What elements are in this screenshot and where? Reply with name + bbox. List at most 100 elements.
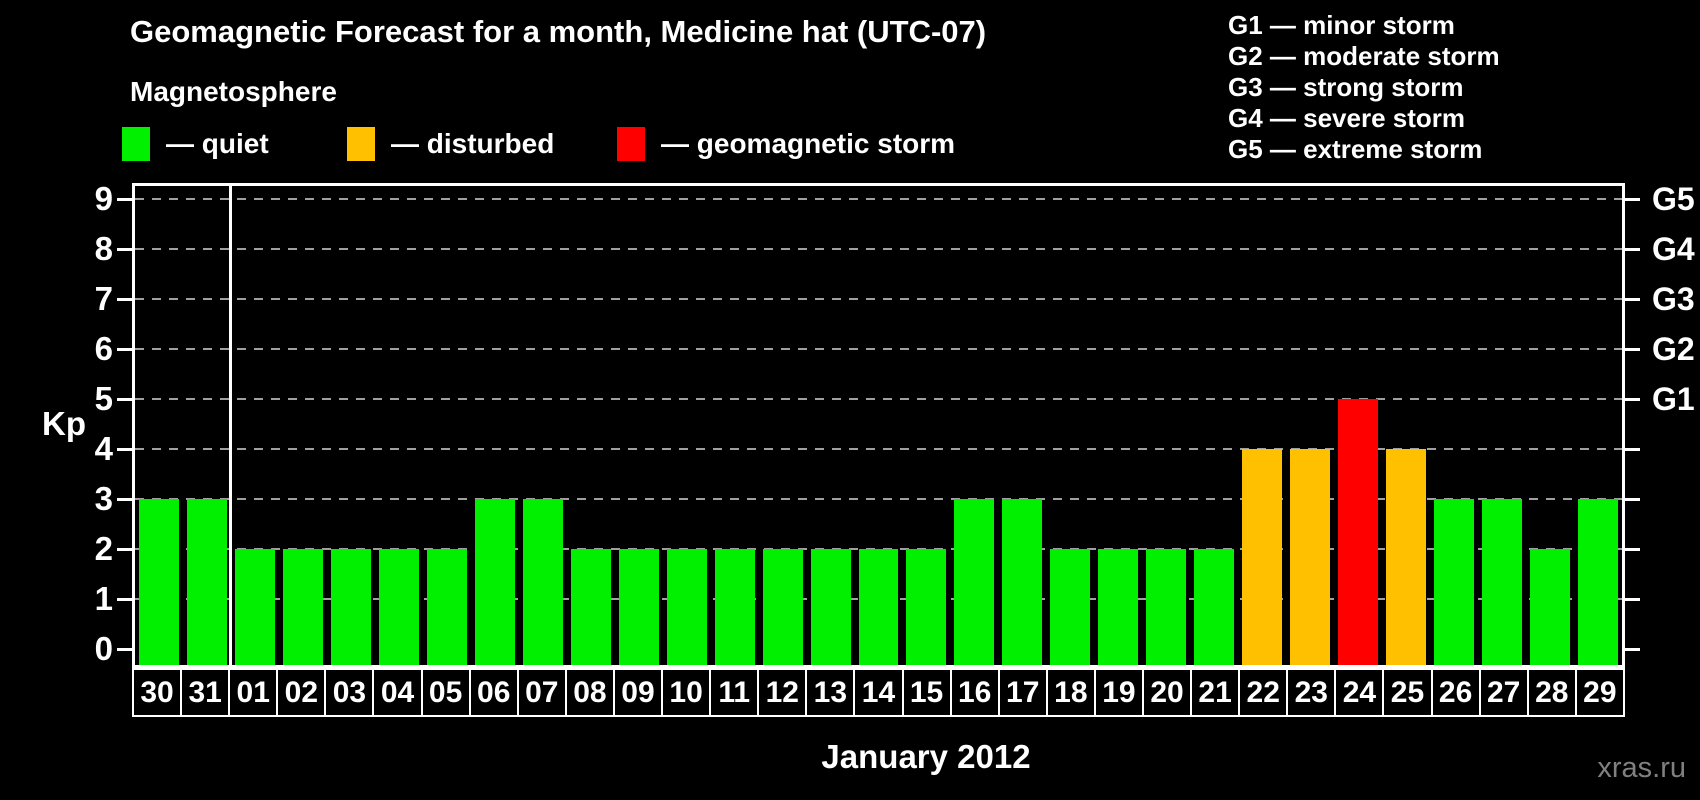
g-scale-legend: G1 — minor storm G2 — moderate storm G3 — … — [1228, 10, 1500, 165]
kp-tick-9 — [117, 197, 132, 201]
bar-day-11 — [714, 549, 755, 665]
bar-day-02 — [282, 549, 323, 665]
bar-day-21 — [1194, 549, 1235, 665]
day-label-19: 19 — [1096, 670, 1144, 715]
day-label-30: 30 — [134, 670, 183, 715]
bar-day-08 — [570, 549, 611, 665]
month-separator — [229, 186, 233, 665]
kp-tick-label-0: 0 — [94, 630, 113, 667]
g-scale-legend-line: G3 — strong storm — [1228, 72, 1464, 102]
gridline-kp-4 — [135, 448, 1622, 450]
day-label-03: 03 — [326, 670, 375, 715]
chart-title: Geomagnetic Forecast for a month, Medici… — [130, 14, 987, 49]
day-label-31: 31 — [182, 670, 231, 715]
g-tick-label-G1: G1 — [1652, 381, 1695, 417]
right-tick-kp-0 — [1625, 647, 1640, 651]
day-label-22: 22 — [1240, 670, 1289, 715]
day-label-16: 16 — [952, 670, 1000, 715]
right-tick-kp-7 — [1625, 297, 1640, 301]
g-tick-label-G2: G2 — [1652, 331, 1695, 367]
day-label-08: 08 — [567, 670, 615, 715]
kp-tick-4 — [117, 447, 132, 451]
kp-tick-6 — [117, 347, 132, 351]
disturbed-color-swatch-icon — [347, 127, 375, 161]
day-label-24: 24 — [1336, 670, 1385, 715]
day-label-10: 10 — [663, 670, 712, 715]
day-label-20: 20 — [1144, 670, 1193, 715]
bar-day-03 — [330, 549, 371, 665]
day-label-11: 11 — [711, 670, 760, 715]
bar-day-12 — [762, 549, 803, 665]
day-label-25: 25 — [1384, 670, 1433, 715]
bar-day-15 — [906, 549, 947, 665]
bar-day-18 — [1050, 549, 1091, 665]
bar-day-31 — [186, 499, 227, 665]
gridline-kp-9 — [135, 198, 1622, 200]
g-tick-label-G4: G4 — [1652, 231, 1695, 267]
storm-color-swatch-icon — [617, 127, 645, 161]
bar-day-09 — [618, 549, 659, 665]
g-scale-legend-line: G1 — minor storm — [1228, 10, 1455, 40]
bar-day-20 — [1146, 549, 1187, 665]
day-label-13: 13 — [807, 670, 856, 715]
day-label-17: 17 — [1000, 670, 1048, 715]
bar-day-01 — [234, 549, 275, 665]
day-label-row: 30 31 01 02 03 04 05 06 07 08 09 10 11 12 13 14 15 16 17 18… — [132, 668, 1625, 717]
kp-tick-label-4: 4 — [94, 430, 113, 467]
right-tick-kp-1 — [1625, 597, 1640, 601]
day-label-29: 29 — [1583, 675, 1617, 709]
kp-tick-label-2: 2 — [94, 530, 113, 567]
bar-day-24 — [1338, 399, 1379, 665]
bar-day-04 — [378, 549, 419, 665]
bar-day-19 — [1098, 549, 1139, 665]
bar-day-26 — [1434, 499, 1475, 665]
x-axis-title: January 2012 — [821, 738, 1031, 775]
gridline-kp-8 — [135, 248, 1622, 250]
kp-tick-1 — [117, 597, 132, 601]
bar-day-10 — [666, 549, 707, 665]
day-label-12: 12 — [759, 670, 808, 715]
day-label-23: 23 — [1288, 670, 1337, 715]
gridline-kp-3 — [135, 498, 1622, 500]
day-label-01: 01 — [230, 670, 279, 715]
day-label-28: 28 — [1529, 670, 1577, 715]
g-scale-legend-line: G2 — moderate storm — [1228, 41, 1500, 71]
right-tick-kp-5 — [1625, 397, 1640, 401]
watermark: xras.ru — [1597, 752, 1686, 784]
bar-day-27 — [1482, 499, 1523, 665]
day-label-18: 18 — [1048, 670, 1096, 715]
kp-tick-label-8: 8 — [94, 230, 113, 267]
legend-label-disturbed: — disturbed — [391, 128, 555, 159]
magnetosphere-label: Magnetosphere — [130, 76, 337, 107]
y-axis-title: Kp — [42, 405, 86, 442]
bar-day-16 — [954, 499, 995, 665]
kp-tick-5 — [117, 397, 132, 401]
bar-day-23 — [1290, 449, 1331, 665]
day-label-07: 07 — [519, 670, 567, 715]
right-tick-kp-2 — [1625, 547, 1640, 551]
day-label-09: 09 — [615, 670, 664, 715]
g-scale-legend-line: G5 — extreme storm — [1228, 134, 1483, 164]
bar-day-29 — [1578, 499, 1618, 665]
kp-tick-3 — [117, 497, 132, 501]
right-tick-kp-8 — [1625, 247, 1640, 251]
g-tick-label-G5: G5 — [1652, 181, 1695, 217]
bar-day-13 — [810, 549, 851, 665]
day-label-26: 26 — [1433, 670, 1481, 715]
legend-item-storm: — geomagnetic storm — [617, 126, 955, 162]
bar-day-25 — [1386, 449, 1427, 665]
plot-area — [135, 186, 1622, 665]
kp-tick-label-5: 5 — [94, 380, 113, 417]
gridline-kp-6 — [135, 348, 1622, 350]
day-label-04: 04 — [374, 670, 423, 715]
g-tick-label-G3: G3 — [1652, 281, 1695, 317]
kp-tick-label-6: 6 — [94, 330, 113, 367]
bar-day-05 — [426, 549, 467, 665]
kp-tick-8 — [117, 247, 132, 251]
legend-item-disturbed: — disturbed — [347, 126, 554, 162]
gridline-kp-5 — [135, 398, 1622, 400]
day-label-02: 02 — [278, 670, 327, 715]
legend-label-quiet: — quiet — [166, 128, 269, 159]
bar-day-07 — [522, 499, 563, 665]
